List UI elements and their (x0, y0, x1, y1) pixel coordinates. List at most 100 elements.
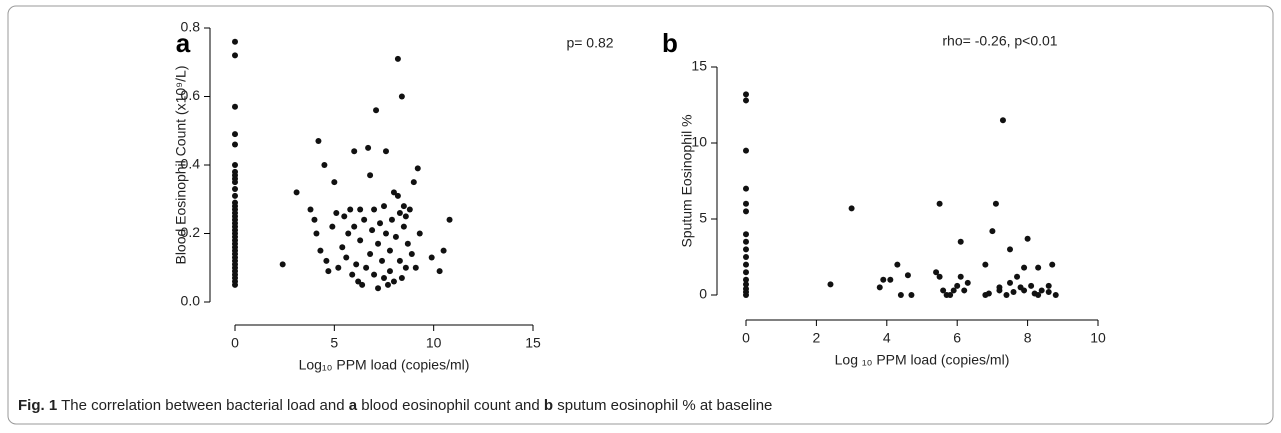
annotation: p= 0.82 (566, 35, 613, 51)
point (743, 292, 749, 298)
point (743, 231, 749, 238)
point (398, 275, 405, 282)
annotation: rho= -0.26, p<0.01 (942, 33, 1057, 49)
point (428, 254, 435, 261)
point (982, 261, 989, 268)
point (317, 247, 324, 254)
point (232, 131, 238, 138)
x-tick-label: 6 (953, 330, 961, 346)
point (331, 179, 338, 186)
panel-label: a (176, 28, 191, 58)
point (329, 223, 336, 230)
x-tick-label: 15 (525, 335, 541, 351)
point (355, 278, 362, 285)
y-axis-label: Sputum Eosinophil % (679, 114, 695, 247)
point (936, 200, 943, 207)
x-tick-label: 2 (813, 330, 821, 346)
x-axis-label: Log ₁₀ PPM load (copies/ml) (835, 352, 1010, 368)
x-tick-label: 4 (883, 330, 891, 346)
point (359, 281, 366, 288)
point (347, 206, 354, 213)
point (388, 216, 395, 223)
point (400, 203, 407, 210)
point (743, 185, 749, 192)
point (446, 216, 453, 223)
point (382, 230, 389, 237)
point (333, 209, 340, 216)
point (410, 179, 417, 186)
point (386, 268, 393, 275)
point (743, 254, 749, 260)
point (416, 230, 423, 237)
point (335, 264, 342, 271)
caption-part: sputum eosinophil % at baseline (553, 397, 772, 414)
point (377, 220, 384, 227)
point (400, 223, 407, 230)
x-tick-label: 8 (1024, 330, 1032, 346)
point (876, 284, 883, 291)
point (351, 148, 358, 155)
x-tick-label: 10 (1090, 330, 1106, 346)
point (232, 52, 238, 59)
y-axis-label: Blood Eosinophil Count (x10⁹/L) (173, 65, 189, 264)
panel-label: b (662, 28, 678, 58)
point (957, 238, 964, 245)
point (367, 172, 374, 179)
point (1021, 264, 1028, 271)
point (414, 165, 421, 172)
frame (7, 5, 1274, 425)
point (936, 273, 943, 280)
point (232, 103, 238, 110)
y-tick-label: 5 (699, 210, 707, 226)
point (232, 281, 238, 288)
point (232, 185, 238, 192)
point (402, 264, 409, 271)
point (743, 238, 749, 245)
point (375, 285, 382, 292)
point (232, 38, 238, 45)
point (1028, 282, 1035, 289)
point (357, 206, 364, 213)
y-tick-label: 0.2 (181, 224, 201, 240)
point (323, 257, 330, 264)
point (957, 273, 964, 280)
point (392, 233, 399, 240)
point (365, 144, 372, 151)
point (369, 227, 376, 234)
point (908, 292, 915, 298)
point (1010, 288, 1017, 295)
point (394, 192, 401, 199)
y-tick-label: 0.6 (181, 87, 201, 103)
point (440, 247, 447, 254)
x-axis-label: Log₁₀ PPM load (copies/ml) (299, 357, 470, 373)
point (394, 55, 401, 62)
point (361, 216, 368, 223)
point (373, 107, 380, 114)
point (743, 276, 749, 283)
point (232, 179, 238, 186)
point (313, 230, 320, 237)
point (396, 209, 403, 216)
point (743, 147, 749, 154)
point (743, 208, 749, 215)
point (367, 251, 374, 258)
point (371, 271, 378, 278)
point (315, 138, 322, 145)
point (232, 162, 238, 168)
point (408, 251, 415, 258)
point (412, 264, 419, 271)
point (279, 261, 286, 268)
y-tick-label: 0.8 (181, 19, 201, 35)
point (1003, 292, 1010, 298)
point (1035, 292, 1042, 298)
caption: Fig. 1 The correlation between bacterial… (18, 397, 772, 414)
caption-part: Fig. 1 (18, 397, 57, 414)
point (897, 292, 904, 298)
point (1038, 287, 1045, 294)
point (381, 275, 387, 282)
point (390, 278, 397, 285)
point (353, 261, 360, 268)
point (743, 246, 749, 253)
y-tick-label: 10 (691, 134, 707, 150)
